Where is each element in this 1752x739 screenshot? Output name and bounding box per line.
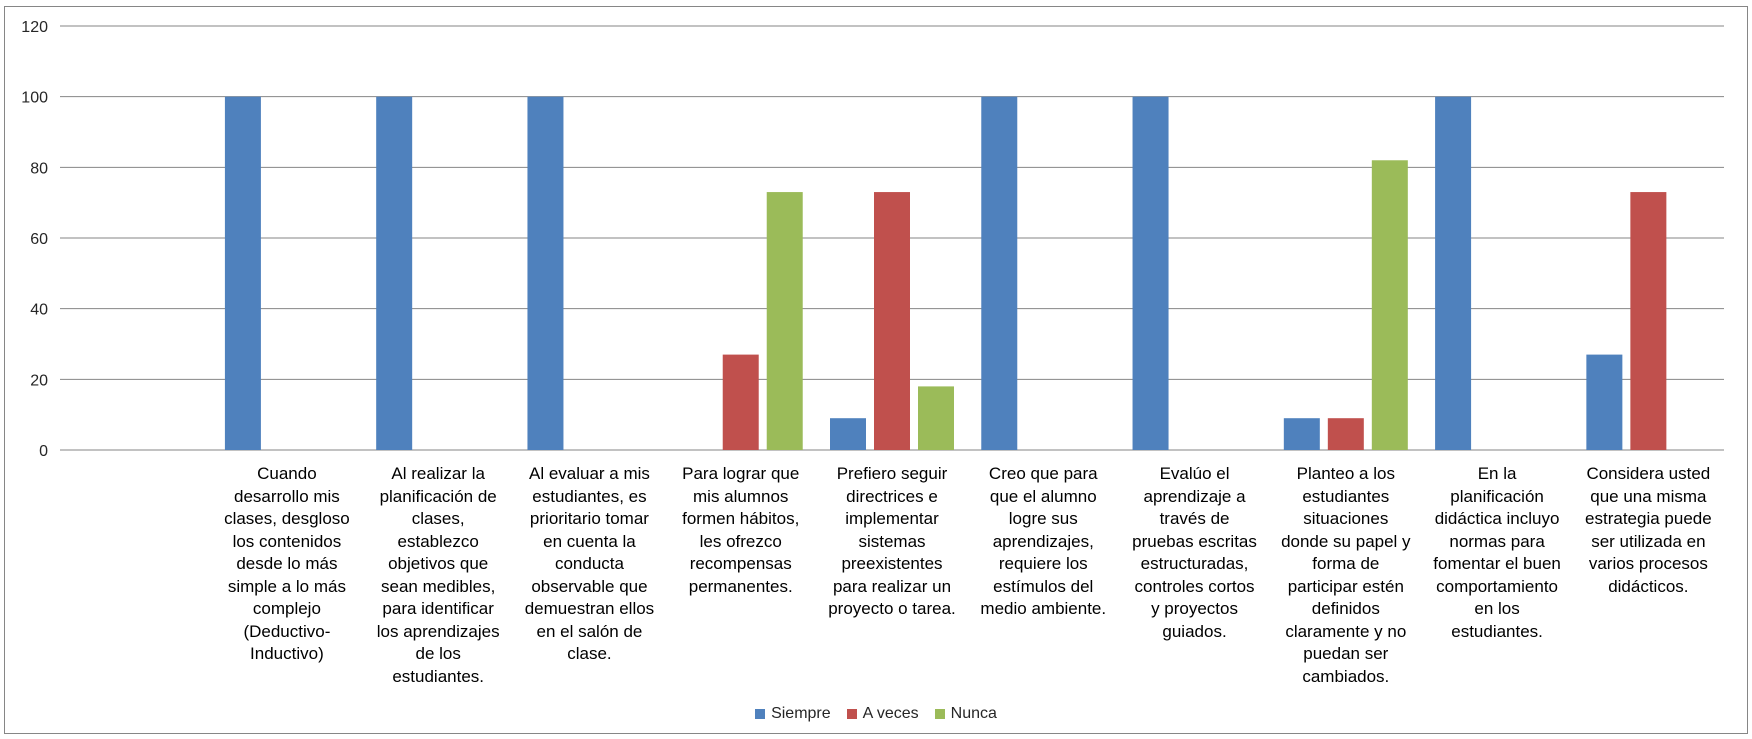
y-tick-label: 100 (21, 90, 48, 107)
legend: Siempre A veces Nunca (0, 703, 1752, 725)
y-tick-label: 40 (30, 302, 48, 319)
legend-label: Siempre (771, 705, 831, 722)
bar-a-veces-10 (1630, 192, 1667, 451)
bar-siempre-1 (224, 96, 261, 451)
legend-label: A veces (862, 705, 919, 722)
bar-a-veces-4 (722, 354, 759, 450)
x-tick-label: Cuando desarrollo mis clases, desgloso los … (224, 464, 350, 663)
y-tick-label: 80 (30, 160, 48, 177)
y-tick-label: 60 (30, 231, 48, 248)
legend-swatch (934, 709, 945, 719)
legend-swatch (755, 709, 766, 719)
legend-label: Nunca (950, 705, 997, 722)
bar-a-veces-5 (874, 192, 910, 451)
bar-siempre-8 (1283, 418, 1320, 450)
bar-nunca-5 (918, 386, 954, 450)
bar-siempre-6 (981, 96, 1018, 451)
bar-siempre-10 (1586, 354, 1623, 450)
bar-siempre-9 (1435, 96, 1472, 451)
x-tick-label: Considera usted que una misma estrategia p… (1585, 464, 1712, 596)
legend-item-a-veces: A veces (846, 705, 919, 723)
y-tick-label: 0 (39, 443, 48, 460)
legend-item-nunca: Nunca (934, 705, 997, 723)
y-tick-label: 120 (21, 19, 48, 36)
x-tick-label: Al evaluar a mis estudiantes, es prioritar… (524, 464, 655, 663)
bar-siempre-7 (1132, 96, 1169, 451)
x-tick-label: Evalúo el aprendizaje a través de pruebas e… (1132, 464, 1257, 641)
bar-nunca-4 (766, 192, 803, 451)
y-tick-label: 20 (30, 372, 48, 389)
x-tick-label: Planteo a los estudiantes situaciones donde… (1281, 464, 1411, 686)
bar-siempre-2 (376, 96, 413, 451)
x-tick-label: Al realizar la planificación de clases, est… (376, 464, 500, 686)
x-tick-label: Prefiero seguir directrices e implementar s… (828, 464, 956, 618)
x-tick-label: En la planificación didáctica incluyo norma… (1433, 464, 1561, 641)
x-tick-label: Creo que para que el alumno logre sus apren… (980, 464, 1107, 618)
bar-nunca-8 (1371, 160, 1408, 450)
bar-a-veces-8 (1327, 418, 1364, 450)
bar-siempre-5 (830, 418, 866, 450)
legend-swatch (846, 709, 857, 719)
bar-siempre-3 (527, 96, 564, 451)
legend-item-siempre: Siempre (755, 705, 831, 723)
x-tick-label: Para lograr que mis alumnos formen hábitos… (682, 464, 800, 596)
